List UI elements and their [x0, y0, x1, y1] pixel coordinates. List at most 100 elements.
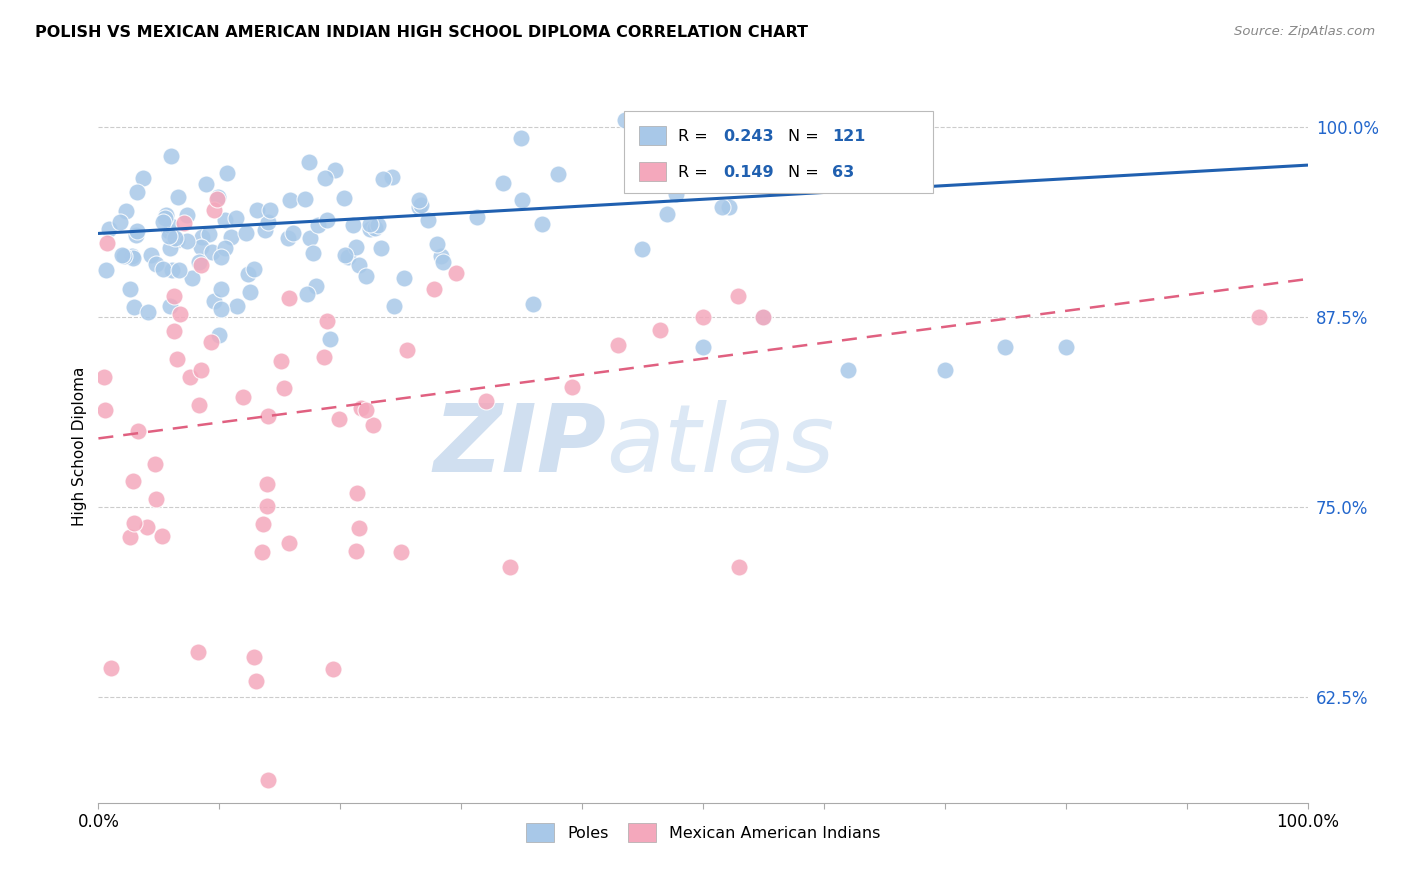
Point: [190, 258, 212, 272]
Point: [342, 219, 364, 233]
Point: [416, 212, 439, 227]
Point: [201, 244, 224, 259]
Text: 63: 63: [832, 165, 855, 180]
Y-axis label: High School Diploma: High School Diploma: [72, 367, 87, 525]
Point: [259, 203, 281, 218]
Text: atlas: atlas: [606, 401, 835, 491]
Point: [194, 177, 217, 191]
Point: [115, 203, 138, 218]
Point: [121, 249, 143, 263]
Point: [359, 217, 381, 231]
Point: [492, 176, 515, 190]
Point: [98, 222, 121, 236]
Point: [256, 500, 278, 514]
Point: [150, 529, 173, 543]
Point: [382, 299, 405, 313]
Point: [202, 293, 225, 308]
Point: [122, 300, 145, 314]
Point: [93, 369, 115, 384]
Point: [118, 282, 141, 296]
Point: [363, 221, 385, 235]
Point: [96, 262, 118, 277]
Point: [209, 250, 232, 264]
Point: [163, 289, 186, 303]
Point: [373, 172, 395, 186]
Point: [727, 171, 749, 186]
Point: [121, 474, 143, 488]
Point: [297, 155, 319, 169]
Point: [225, 211, 247, 226]
Point: [277, 291, 299, 305]
Point: [202, 203, 225, 218]
Point: [389, 545, 412, 559]
Point: [1054, 340, 1077, 354]
Point: [236, 268, 259, 282]
Text: 0.149: 0.149: [724, 165, 775, 180]
Point: [163, 324, 186, 338]
Point: [190, 363, 212, 377]
Point: [256, 477, 278, 491]
Point: [356, 269, 378, 284]
Point: [361, 418, 384, 433]
Point: [395, 343, 418, 357]
Point: [257, 214, 280, 228]
Point: [728, 560, 751, 574]
Point: [191, 230, 214, 244]
Point: [426, 236, 449, 251]
Point: [173, 216, 195, 230]
Point: [136, 520, 159, 534]
Point: [561, 380, 583, 394]
Point: [710, 200, 733, 214]
Point: [344, 240, 367, 254]
Point: [111, 248, 134, 262]
Point: [214, 213, 236, 227]
Point: [314, 171, 336, 186]
Point: [994, 340, 1017, 354]
Point: [837, 363, 859, 377]
Point: [209, 301, 232, 316]
Point: [159, 241, 181, 255]
Point: [280, 193, 302, 207]
Point: [205, 192, 228, 206]
Point: [1249, 310, 1271, 324]
Point: [305, 279, 328, 293]
Point: [409, 197, 432, 211]
Point: [256, 772, 278, 787]
Point: [145, 257, 167, 271]
Point: [273, 381, 295, 395]
Point: [530, 217, 553, 231]
Point: [198, 227, 221, 242]
Point: [122, 516, 145, 531]
Point: [108, 214, 131, 228]
Point: [432, 254, 454, 268]
Point: [316, 313, 339, 327]
Point: [166, 233, 188, 247]
Point: [302, 246, 325, 260]
Point: [100, 661, 122, 675]
Point: [423, 282, 446, 296]
Point: [152, 215, 174, 229]
Point: [231, 390, 253, 404]
Point: [344, 544, 367, 558]
Point: [207, 190, 229, 204]
Point: [281, 226, 304, 240]
Point: [209, 282, 232, 296]
Point: [314, 350, 336, 364]
Point: [143, 457, 166, 471]
Point: [153, 211, 176, 225]
Point: [392, 270, 415, 285]
Point: [631, 242, 654, 256]
Point: [692, 310, 714, 324]
Point: [219, 230, 242, 244]
Point: [188, 398, 211, 412]
Point: [253, 223, 276, 237]
Point: [200, 335, 222, 350]
Point: [114, 248, 136, 262]
Point: [354, 403, 377, 417]
Point: [333, 191, 356, 205]
Text: Source: ZipAtlas.com: Source: ZipAtlas.com: [1234, 25, 1375, 38]
Point: [120, 530, 142, 544]
Point: [315, 213, 337, 227]
Point: [256, 409, 278, 423]
Point: [613, 112, 636, 127]
